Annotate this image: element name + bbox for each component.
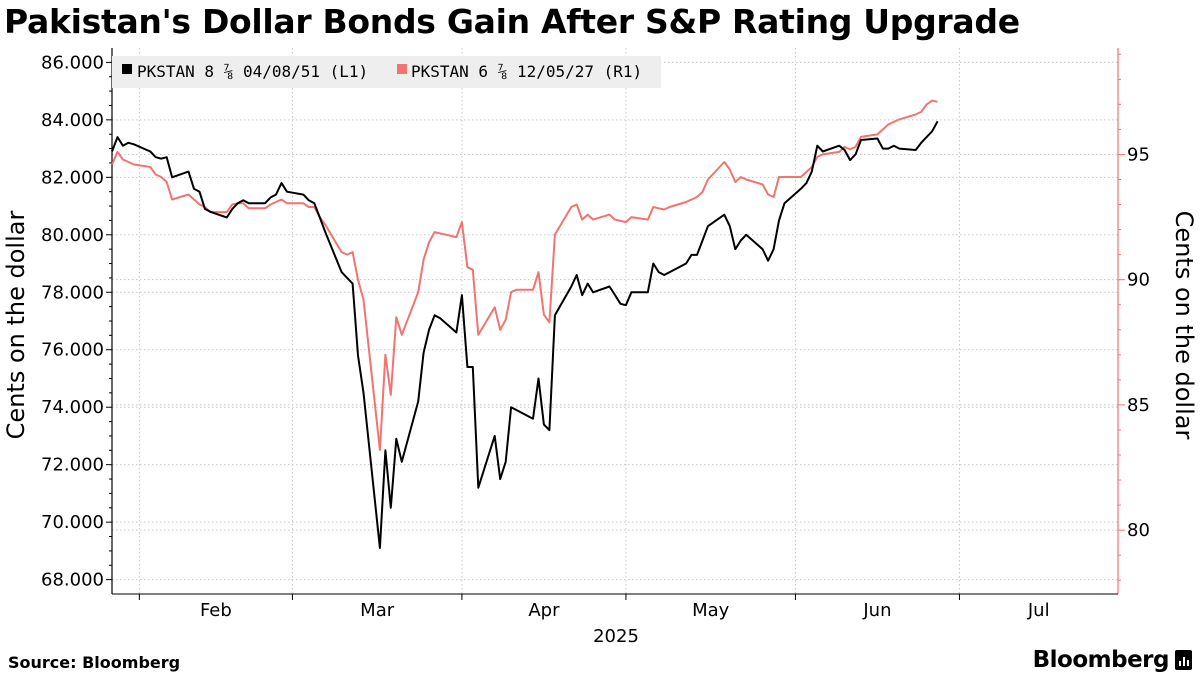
x-tick-label: Jul	[1027, 600, 1050, 621]
brand-mark: Bloomberg	[1033, 646, 1192, 674]
legend-label-l1: PKSTAN 8 ⅞ 04/08/51 (L1)	[137, 62, 368, 81]
chart-title: Pakistan's Dollar Bonds Gain After S&P R…	[4, 2, 1020, 41]
x-tick-label: Mar	[360, 600, 395, 621]
x-tick-label: Feb	[200, 600, 232, 621]
x-axis: Feb Mar Apr May Jun Jul	[112, 593, 1118, 621]
bar-chart-icon	[1175, 650, 1192, 670]
left-tick-label: 76.000	[41, 340, 104, 361]
right-tick-label: 95	[1127, 144, 1150, 165]
left-tick-label: 78.000	[41, 282, 104, 303]
left-tick-label: 72.000	[41, 455, 104, 476]
legend-swatch-l1	[122, 64, 132, 74]
series-line-r1	[111, 99, 938, 451]
left-tick-label: 86.000	[41, 52, 104, 73]
right-axis: 80 85 90 95	[1117, 48, 1150, 594]
left-tick-label: 84.000	[41, 110, 104, 131]
right-axis-title: Cents on the dollar	[1170, 211, 1198, 440]
left-axis-title: Cents on the dollar	[2, 211, 30, 440]
left-tick-label: 82.000	[41, 167, 104, 188]
legend: PKSTAN 8 ⅞ 04/08/51 (L1) PKSTAN 6 ⅞ 12/05…	[112, 56, 661, 88]
left-tick-label: 74.000	[41, 397, 104, 418]
left-tick-label: 68.000	[41, 570, 104, 591]
right-tick-label: 80	[1127, 520, 1150, 541]
series-lines	[111, 99, 939, 549]
legend-box	[112, 56, 661, 88]
x-axis-title: 2025	[593, 626, 639, 647]
left-axis: 68.000 70.000 72.000 74.000 76.000 78.000 80.0…	[41, 48, 113, 594]
x-tick-label: Jun	[862, 600, 891, 621]
source-note: Source: Bloomberg	[8, 653, 181, 672]
left-tick-label: 80.000	[41, 225, 104, 246]
left-tick-label: 70.000	[41, 512, 104, 533]
x-tick-label: Apr	[528, 600, 560, 621]
right-tick-label: 90	[1127, 270, 1150, 291]
gridlines	[112, 48, 1118, 594]
series-line-l1	[111, 120, 939, 549]
brand-logo-text: Bloomberg	[1032, 647, 1170, 673]
legend-label-r1: PKSTAN 6 ⅞ 12/05/27 (R1)	[411, 62, 642, 81]
legend-swatch-r1	[397, 64, 407, 74]
x-tick-label: May	[692, 600, 730, 621]
right-tick-label: 85	[1127, 395, 1150, 416]
